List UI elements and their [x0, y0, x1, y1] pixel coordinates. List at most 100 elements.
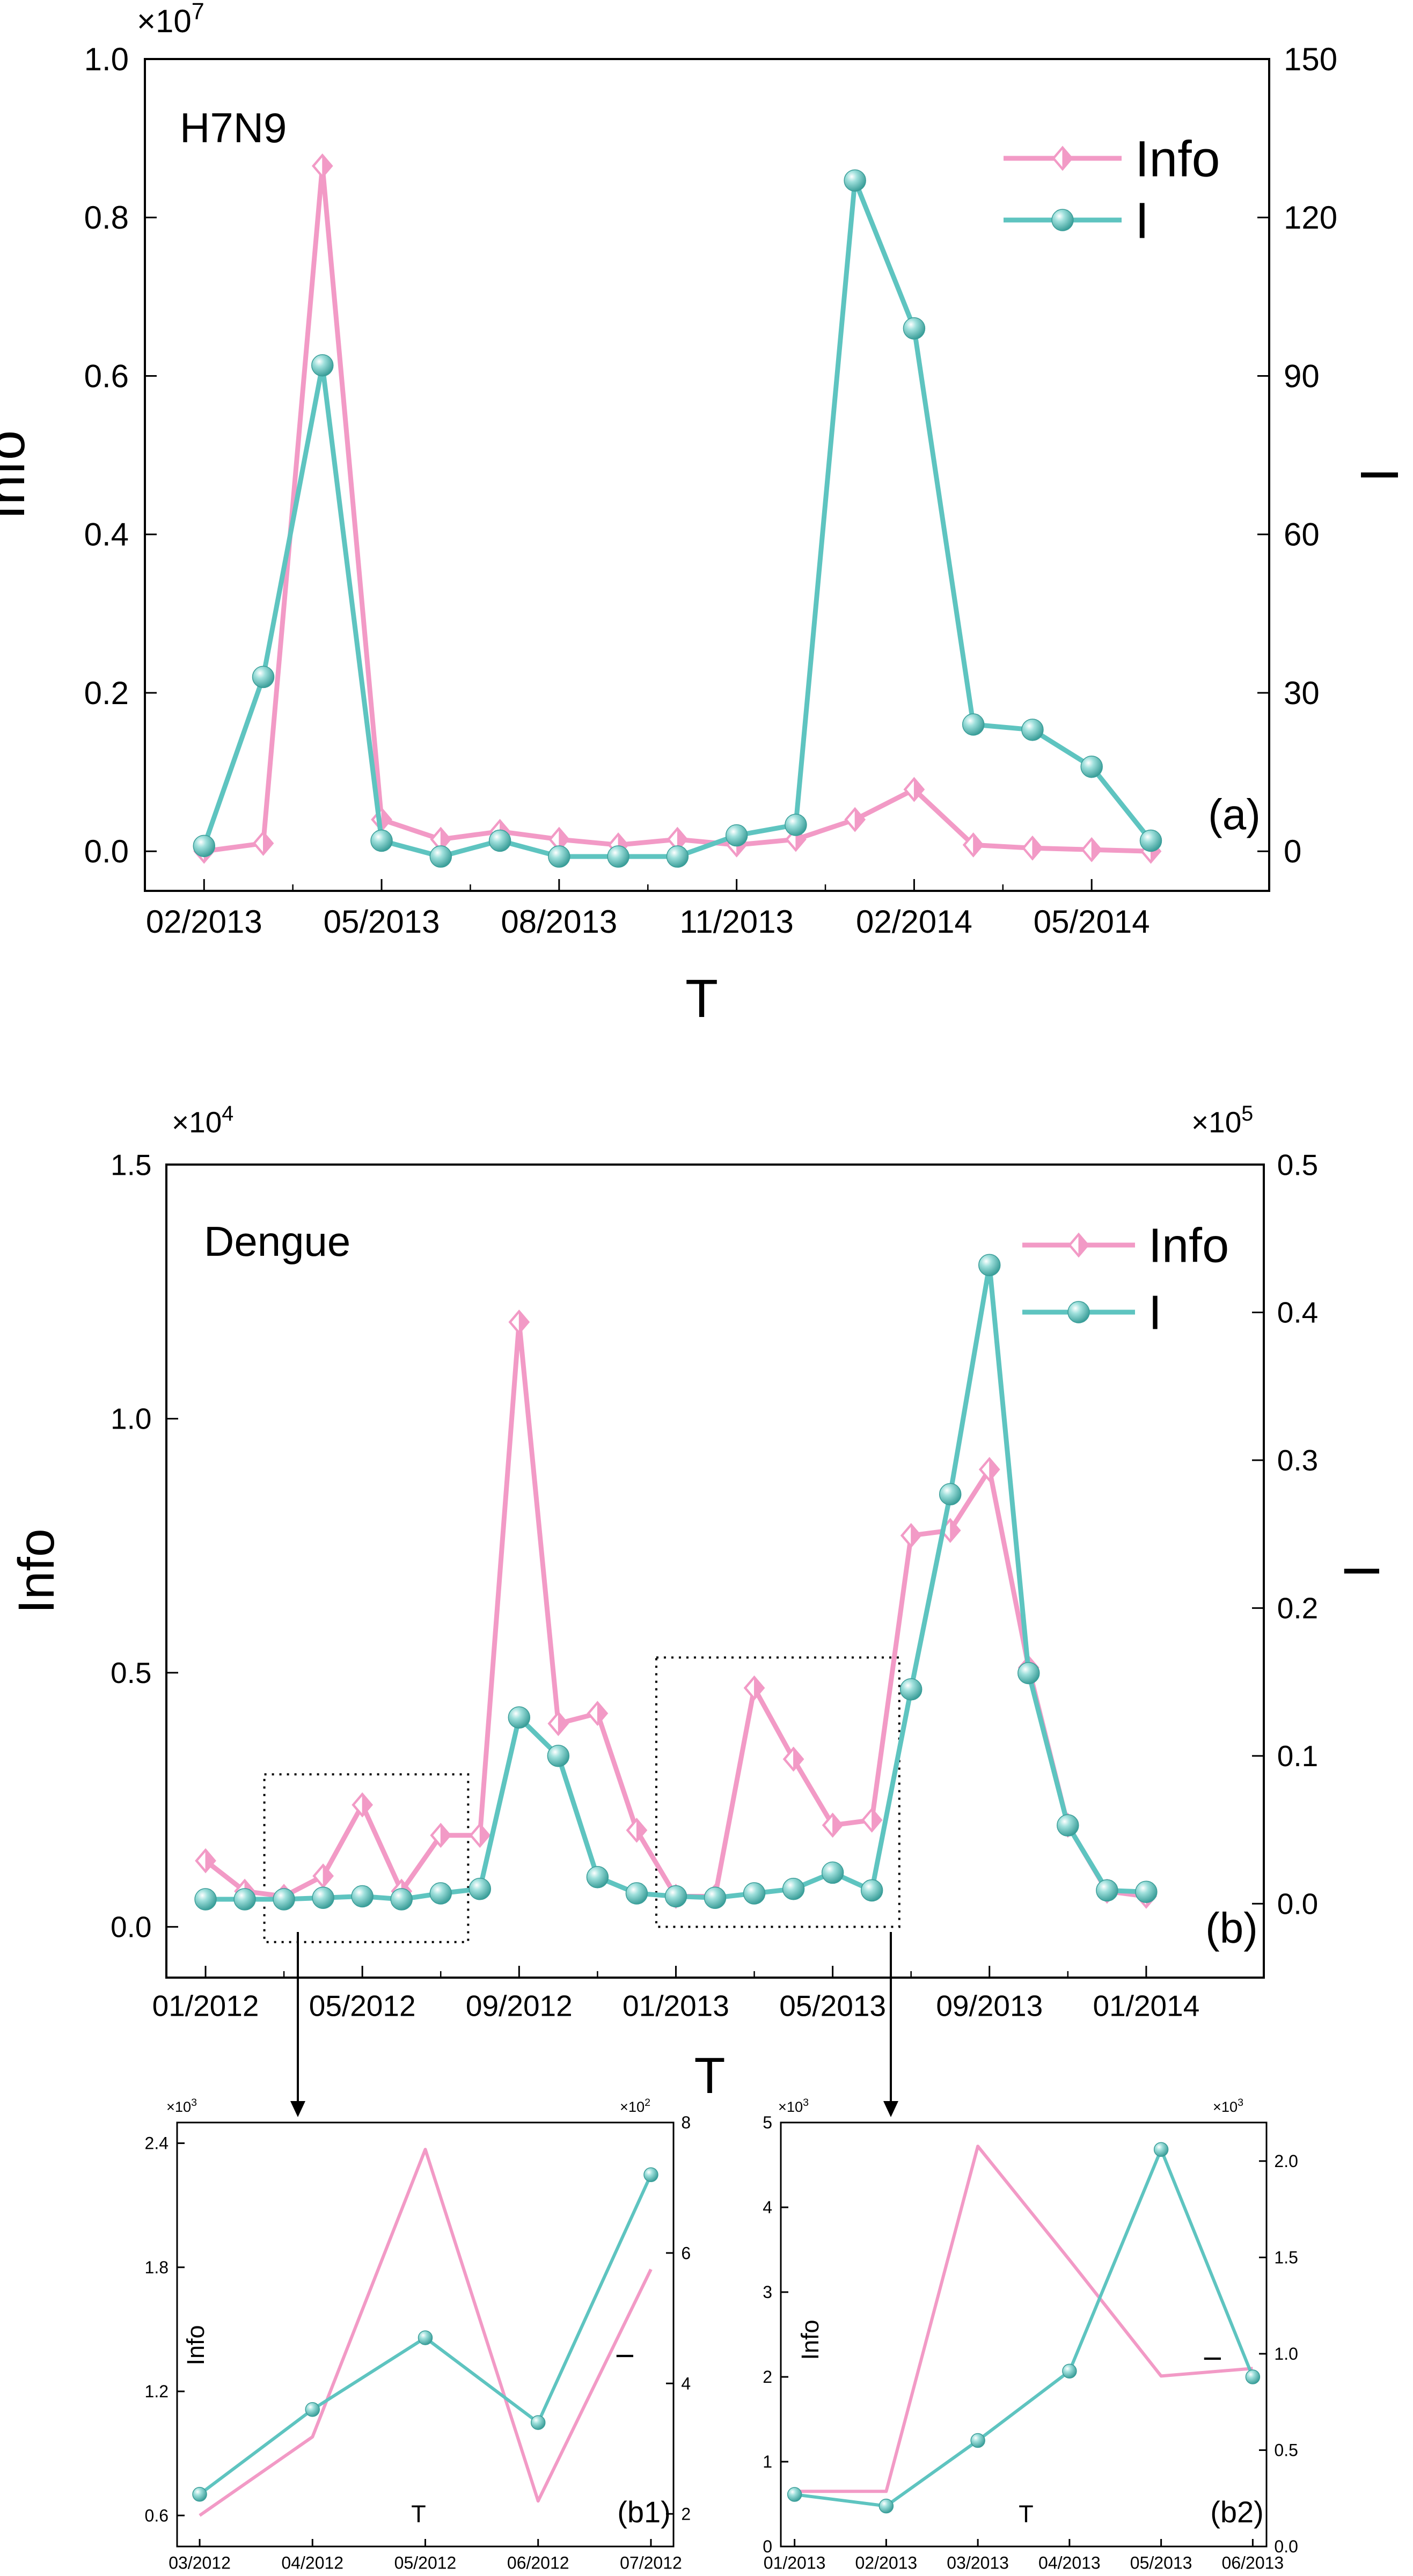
i-point: [664, 1885, 687, 1908]
yleft-tick-label: 5: [763, 2113, 772, 2132]
x-tick-label: 09/2012: [466, 1989, 573, 2023]
yright-tick-label: 0.1: [1277, 1739, 1318, 1773]
yleft-tick-label: 0.5: [111, 1656, 151, 1689]
x-tick-label: 05/2012: [394, 2553, 457, 2573]
chart-panel-b: 01/2012 05/2012 09/2012 01/2013 05/2013 09/20…: [8, 1102, 1390, 2104]
i-point: [547, 1745, 570, 1767]
yright-tick-label: 4: [681, 2374, 691, 2393]
x-tick-label: 11/2013: [679, 904, 793, 940]
yright-tick-label: 0.2: [1277, 1592, 1318, 1625]
panel-label-b2: (b2): [1210, 2495, 1264, 2529]
i-point: [704, 1886, 727, 1909]
info-point: [1081, 837, 1103, 862]
series-line-i: [794, 2148, 1255, 2508]
info-point-half: [832, 1813, 843, 1837]
yleft-tick-label: 0.8: [84, 200, 129, 236]
x-tick-label: 05/2014: [1034, 904, 1150, 940]
plot-frame-a: [144, 58, 1270, 892]
i-point: [194, 1888, 217, 1911]
x-tick-label: 05/2012: [309, 1989, 416, 2023]
i-point: [1062, 2363, 1077, 2379]
i-point: [1017, 1662, 1040, 1685]
right-axis-multiplier: ×105: [1191, 1102, 1253, 1139]
i-point: [390, 1888, 413, 1911]
x-tick-label: 01/2013: [764, 2553, 826, 2573]
x-axis-label: T: [411, 2500, 426, 2528]
info-point-half: [559, 828, 569, 851]
yleft-tick-label: 1.5: [111, 1148, 151, 1181]
yright-tick-label: 0: [1284, 833, 1301, 869]
info-point-half: [597, 1702, 607, 1725]
legend-marker-info: [1068, 1232, 1089, 1258]
x-tick-label: 06/2013: [1222, 2553, 1284, 2573]
i-point: [193, 835, 216, 858]
yright-tick-label: 0.3: [1277, 1444, 1318, 1477]
yleft-tick-label: 2: [763, 2367, 772, 2387]
series-line-info: [203, 163, 1151, 854]
yright-tick-label: 0.0: [1274, 2537, 1298, 2556]
chart-panel-b1: 03/2012 04/2012 05/2012 06/2012 07/2012 0.6 1.…: [145, 2097, 691, 2572]
yleft-tick-label: 0.0: [111, 1911, 151, 1944]
yright-tick-label: 1.0: [1274, 2344, 1298, 2363]
info-point-half: [636, 1819, 647, 1842]
i-point: [508, 1706, 531, 1729]
i-point: [548, 845, 570, 868]
x-tick-label: 01/2012: [152, 1989, 259, 2023]
x-tick-label: 03/2012: [169, 2553, 231, 2573]
info-point: [978, 1457, 1000, 1482]
yright-tick-label: 1.5: [1274, 2248, 1298, 2267]
i-point: [1245, 2369, 1261, 2384]
yleft-tick-label: 0.2: [84, 675, 129, 711]
i-point: [643, 2167, 658, 2182]
info-point: [312, 1863, 334, 1889]
yright-tick-label: 0.5: [1274, 2441, 1298, 2460]
info-point-half: [677, 828, 687, 851]
i-point: [844, 169, 866, 192]
y-right-axis-label: I: [1199, 2355, 1226, 2362]
left-axis-multiplier: ×104: [172, 1102, 233, 1139]
right-axis-multiplier: ×103: [1213, 2097, 1243, 2115]
y-right-axis-label: I: [1350, 467, 1410, 482]
info-point: [822, 1812, 844, 1838]
i-point: [743, 1882, 766, 1905]
i-point: [312, 1886, 334, 1909]
i-point: [1153, 2142, 1169, 2157]
plot-frame-b2: [780, 2121, 1268, 2548]
info-point-half: [793, 1747, 803, 1771]
legend-label-info: Info: [1148, 1219, 1229, 1273]
series-line-info: [199, 2148, 653, 2517]
info-point: [861, 1807, 883, 1833]
yleft-tick-label: 2.4: [145, 2134, 169, 2153]
x-tick-label: 02/2014: [856, 904, 972, 940]
y-right-axis-label: I: [611, 2353, 639, 2360]
zoom-arrow-b1-head: [290, 2101, 305, 2117]
x-tick-label: 04/2012: [281, 2553, 343, 2573]
i-point: [607, 845, 629, 868]
legend-marker-info-half: [1078, 1233, 1088, 1257]
y-right-axis-label: I: [1334, 1564, 1390, 1578]
x-axis-label: T: [694, 2047, 725, 2104]
info-point: [743, 1675, 765, 1701]
info-point-half: [263, 832, 273, 855]
yright-tick-label: 8: [681, 2113, 691, 2132]
x-tick-label: 01/2013: [623, 1989, 729, 2023]
info-point: [626, 1818, 648, 1843]
x-axis-label: T: [685, 969, 718, 1029]
legend-label-i: I: [1148, 1286, 1162, 1340]
x-tick-label: 02/2013: [855, 2553, 918, 2573]
i-point: [625, 1882, 648, 1905]
disease-label: Dengue: [204, 1218, 350, 1265]
info-point-half: [558, 1712, 568, 1735]
left-axis-multiplier: ×107: [137, 0, 204, 39]
info-point-half: [205, 1849, 215, 1872]
i-point: [962, 713, 985, 736]
legend-marker-i: [1067, 1301, 1090, 1323]
x-tick-label: 09/2013: [936, 1989, 1043, 2023]
chart-panel-a: 02/2013 05/2013 08/2013 11/2013 02/2014 05/20…: [0, 0, 1410, 1029]
info-point-half: [754, 1676, 764, 1700]
i-point: [899, 1678, 923, 1701]
i-point: [305, 2402, 320, 2417]
i-point: [821, 1861, 844, 1884]
i-point: [233, 1888, 256, 1911]
